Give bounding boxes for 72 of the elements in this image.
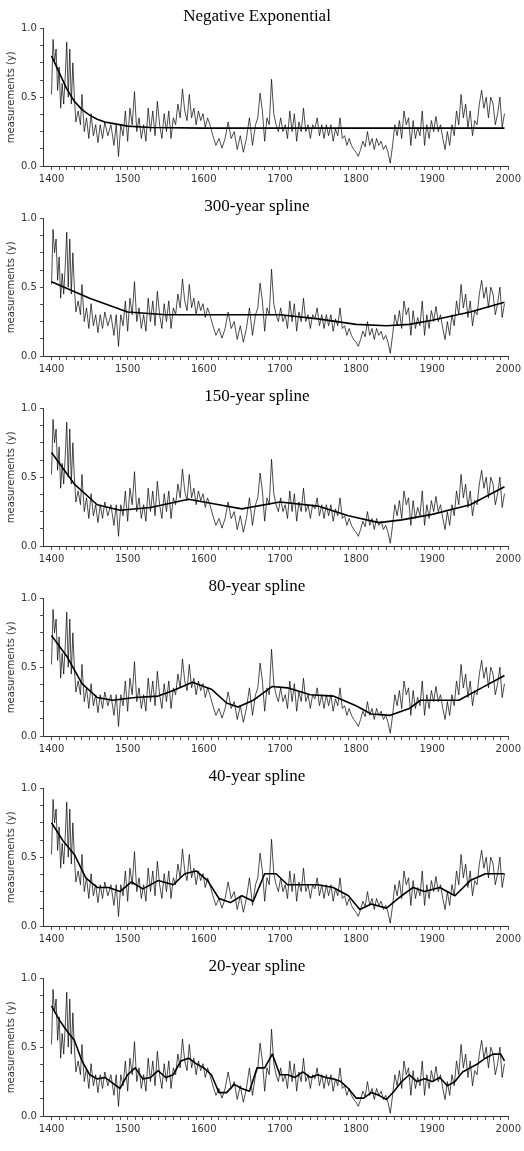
- y-tick-label: 0.5: [21, 280, 37, 292]
- x-tick-label: 1800: [343, 742, 369, 754]
- x-tick-label: 1600: [191, 552, 217, 564]
- x-tick-label: 1900: [419, 1122, 445, 1134]
- x-tick-label: 1400: [38, 362, 65, 374]
- x-tick-label: 1400: [38, 742, 65, 754]
- x-tick-label: 2000: [495, 932, 521, 944]
- y-tick-label: 0.0: [21, 919, 37, 931]
- x-tick-label: 2000: [495, 1122, 521, 1134]
- y-tick-label: 1.0: [21, 591, 37, 603]
- y-tick-label: 1.0: [21, 971, 37, 983]
- x-tick-label: 1800: [343, 172, 369, 184]
- x-tick-label: 1700: [267, 932, 293, 944]
- chart-title: 150-year spline: [204, 385, 310, 405]
- x-tick-label: 1500: [114, 1122, 141, 1134]
- x-tick-label: 1500: [114, 932, 141, 944]
- x-tick-label: 1700: [267, 362, 293, 374]
- x-tick-label: 1800: [343, 932, 369, 944]
- chart-title: 40-year spline: [208, 765, 306, 785]
- chart-title: 300-year spline: [204, 195, 310, 215]
- x-tick-label: 1700: [267, 742, 293, 754]
- x-tick-label: 1500: [114, 362, 141, 374]
- x-tick-label: 2000: [495, 172, 521, 184]
- x-tick-label: 1800: [343, 552, 369, 564]
- y-axis-title: measurements (y): [4, 1001, 16, 1094]
- x-tick-label: 2000: [495, 362, 521, 374]
- x-tick-label: 1900: [419, 362, 445, 374]
- x-tick-label: 1400: [38, 552, 65, 564]
- y-tick-label: 1.0: [21, 781, 37, 793]
- y-tick-label: 1.0: [21, 211, 37, 223]
- y-tick-label: 0.0: [21, 1109, 37, 1121]
- x-tick-label: 1400: [38, 1122, 65, 1134]
- x-tick-label: 1400: [38, 932, 65, 944]
- x-tick-label: 1700: [267, 552, 293, 564]
- y-tick-label: 1.0: [21, 401, 37, 413]
- x-tick-label: 1900: [419, 742, 445, 754]
- x-tick-label: 1500: [114, 552, 141, 564]
- y-axis-title: measurements (y): [4, 431, 16, 524]
- y-tick-label: 0.0: [21, 159, 37, 171]
- x-tick-label: 1700: [267, 172, 293, 184]
- x-tick-label: 1900: [419, 552, 445, 564]
- x-tick-label: 1600: [191, 172, 217, 184]
- x-tick-label: 1600: [191, 742, 217, 754]
- x-tick-label: 1800: [343, 362, 369, 374]
- x-tick-label: 1600: [191, 362, 217, 374]
- y-axis-title: measurements (y): [4, 621, 16, 714]
- x-tick-label: 1600: [191, 932, 217, 944]
- y-tick-label: 0.0: [21, 349, 37, 361]
- x-tick-label: 2000: [495, 552, 521, 564]
- x-tick-label: 1500: [114, 172, 141, 184]
- y-tick-label: 1.0: [21, 21, 37, 33]
- y-axis-title: measurements (y): [4, 51, 16, 144]
- y-tick-label: 0.5: [21, 850, 37, 862]
- y-tick-label: 0.0: [21, 539, 37, 551]
- y-tick-label: 0.5: [21, 1040, 37, 1052]
- y-tick-label: 0.5: [21, 660, 37, 672]
- y-axis-title: measurements (y): [4, 241, 16, 334]
- y-tick-label: 0.0: [21, 729, 37, 741]
- x-tick-label: 1700: [267, 1122, 293, 1134]
- chart-title: 20-year spline: [208, 955, 306, 975]
- x-tick-label: 2000: [495, 742, 521, 754]
- x-tick-label: 1500: [114, 742, 141, 754]
- x-tick-label: 1400: [38, 172, 65, 184]
- y-axis-title: measurements (y): [4, 811, 16, 904]
- x-tick-label: 1900: [419, 172, 445, 184]
- x-tick-label: 1600: [191, 1122, 217, 1134]
- y-tick-label: 0.5: [21, 470, 37, 482]
- x-tick-label: 1900: [419, 932, 445, 944]
- y-tick-label: 0.5: [21, 90, 37, 102]
- chart-title: Negative Exponential: [183, 5, 332, 25]
- x-tick-label: 1800: [343, 1122, 369, 1134]
- chart-title: 80-year spline: [208, 575, 306, 595]
